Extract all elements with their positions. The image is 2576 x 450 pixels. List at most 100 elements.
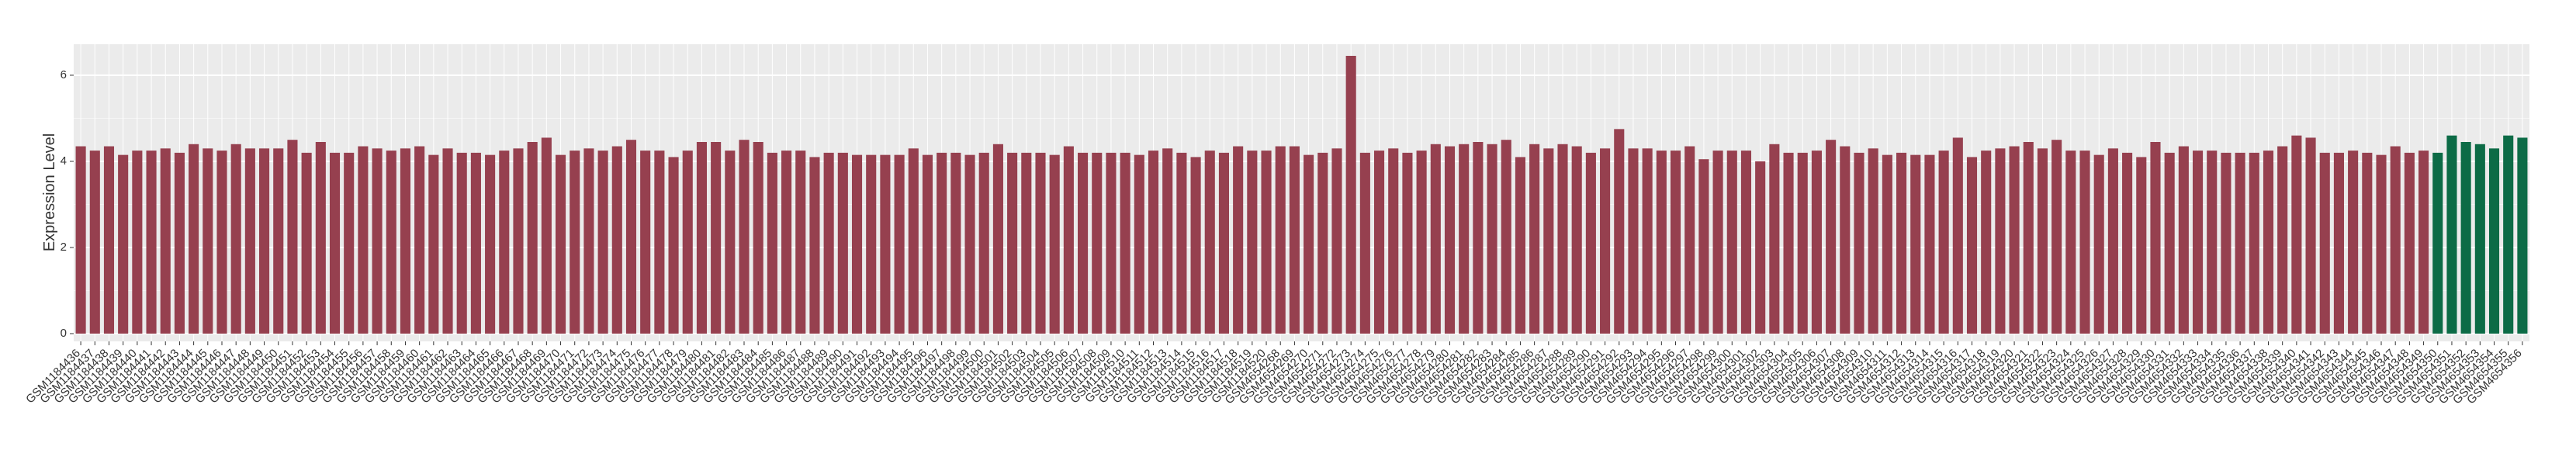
- bar: [216, 151, 227, 334]
- bar: [1585, 152, 1596, 334]
- bar: [541, 137, 552, 334]
- bar: [414, 146, 425, 334]
- bar: [1726, 151, 1737, 334]
- bar: [470, 152, 481, 334]
- bar: [1304, 154, 1314, 334]
- bar: [1642, 148, 1653, 334]
- bar: [2065, 151, 2076, 334]
- bar: [625, 140, 637, 334]
- bar: [2319, 152, 2330, 334]
- bar: [739, 140, 750, 334]
- bar: [2333, 152, 2344, 334]
- bar: [1981, 151, 1992, 334]
- bar: [400, 148, 411, 334]
- bar: [329, 152, 341, 334]
- bar: [1092, 152, 1103, 334]
- bar: [485, 154, 496, 334]
- bar: [950, 152, 961, 334]
- bar: [725, 151, 736, 334]
- bar: [2079, 151, 2090, 334]
- bar: [711, 142, 722, 334]
- bar: [1176, 152, 1187, 334]
- bar: [230, 144, 241, 334]
- bar: [2418, 151, 2429, 334]
- bar: [964, 154, 975, 334]
- bar: [1952, 137, 1963, 334]
- bar: [1473, 142, 1484, 334]
- bar: [922, 154, 933, 334]
- bar: [2263, 151, 2274, 334]
- bar: [1840, 146, 1851, 334]
- bar: [2150, 142, 2161, 334]
- y-tick-label: 4: [61, 154, 67, 168]
- bar: [160, 148, 171, 334]
- bar: [118, 154, 129, 334]
- bar: [1896, 152, 1907, 334]
- bar: [2348, 151, 2359, 334]
- bar: [1049, 154, 1060, 334]
- bar: [696, 142, 707, 334]
- bar: [682, 151, 693, 334]
- bar: [1515, 157, 1525, 334]
- bar: [2432, 152, 2443, 334]
- bar: [2404, 152, 2415, 334]
- bar: [1571, 146, 1582, 334]
- bar: [908, 148, 919, 334]
- bar: [244, 148, 255, 334]
- bar: [2207, 151, 2218, 334]
- bar: [1218, 152, 1230, 334]
- bar: [894, 154, 905, 334]
- bar: [2376, 154, 2387, 334]
- bar: [103, 146, 115, 334]
- bar: [358, 146, 369, 334]
- bar: [1995, 148, 2006, 334]
- bar: [2277, 146, 2288, 334]
- bar: [2460, 142, 2471, 334]
- bar: [1345, 55, 1356, 334]
- bar: [203, 148, 213, 334]
- bar: [189, 144, 199, 334]
- bar: [132, 151, 143, 334]
- bar: [597, 151, 608, 334]
- bar: [2192, 151, 2204, 334]
- bar: [1063, 146, 1074, 334]
- bar: [2249, 152, 2259, 334]
- bar: [1600, 148, 1611, 334]
- bar: [1444, 146, 1456, 334]
- bar: [1134, 154, 1144, 334]
- bar: [555, 154, 566, 334]
- bar: [654, 151, 665, 334]
- bar: [1670, 151, 1681, 334]
- bar: [2178, 146, 2189, 334]
- bar: [1740, 151, 1752, 334]
- bar: [315, 142, 326, 334]
- bar: [2390, 146, 2401, 334]
- bar: [287, 140, 298, 334]
- bar: [442, 148, 453, 334]
- bar: [1924, 154, 1935, 334]
- bar: [372, 148, 383, 334]
- bar: [1882, 154, 1892, 334]
- bar: [89, 151, 100, 334]
- bar: [809, 157, 820, 334]
- bar: [795, 151, 806, 334]
- bar: [499, 151, 510, 334]
- bar: [2023, 142, 2034, 334]
- bar: [2362, 152, 2373, 334]
- bar: [1359, 152, 1370, 334]
- bar: [1416, 151, 1427, 334]
- bar: [2488, 148, 2500, 334]
- bar: [174, 152, 185, 334]
- bar: [837, 152, 848, 334]
- bar: [2235, 152, 2245, 334]
- y-axis-label: Expression Level: [41, 133, 58, 251]
- bar: [1938, 151, 1949, 334]
- bar: [1614, 129, 1625, 334]
- bar: [1557, 144, 1568, 334]
- bar: [428, 154, 439, 334]
- bar: [344, 152, 355, 334]
- bar: [1628, 148, 1639, 334]
- bar: [1190, 157, 1201, 334]
- bar: [611, 146, 622, 334]
- bar: [2009, 146, 2020, 334]
